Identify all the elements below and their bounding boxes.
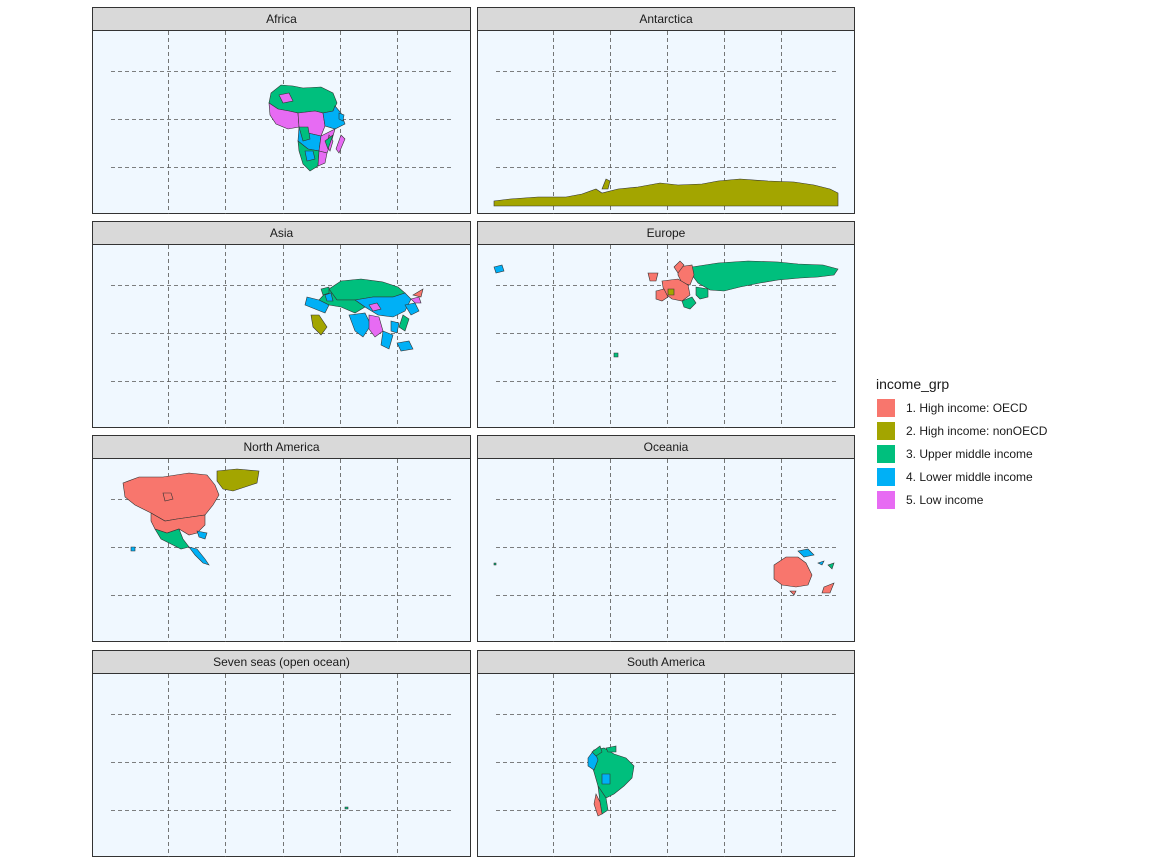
panel-europe: Europe <box>477 221 855 428</box>
panel-title: Oceania <box>477 435 855 459</box>
oceania-landmass <box>493 548 835 596</box>
south-america-landmass <box>587 745 635 817</box>
map-plot <box>477 31 855 214</box>
panel-seven-seas: Seven seas (open ocean) <box>92 650 471 857</box>
panel-title: Antarctica <box>477 7 855 31</box>
panel-title: Seven seas (open ocean) <box>92 650 471 674</box>
legend-item-lower-middle: 4. Lower middle income <box>876 465 1047 488</box>
panel-africa: Africa <box>92 7 471 214</box>
legend-label: 5. Low income <box>906 492 984 507</box>
panel-asia: Asia <box>92 221 471 428</box>
legend-label: 3. Upper middle income <box>906 446 1033 461</box>
graticule <box>496 459 838 642</box>
legend-key <box>876 420 896 441</box>
panel-north-america: North America <box>92 435 471 642</box>
legend-label: 4. Lower middle income <box>906 469 1033 484</box>
legend-label: 1. High income: OECD <box>906 400 1028 415</box>
panel-oceania: Oceania <box>477 435 855 642</box>
asia-landmass <box>304 278 424 352</box>
legend-key <box>876 489 896 510</box>
panel-title: South America <box>477 650 855 674</box>
legend-label: 2. High income: nonOECD <box>906 423 1048 438</box>
graticule <box>111 245 454 428</box>
europe-landmass <box>493 260 839 358</box>
graticule <box>496 31 838 214</box>
map-plot <box>477 674 855 857</box>
africa-landmass <box>268 84 346 172</box>
graticule <box>111 674 454 857</box>
seven-seas-landmass <box>344 806 349 810</box>
map-plot <box>92 459 471 642</box>
map-plot <box>92 674 471 857</box>
map-plot <box>92 245 471 428</box>
panel-south-america: South America <box>477 650 855 857</box>
north-america-landmass <box>122 468 260 566</box>
legend-title: income_grp <box>876 376 950 392</box>
legend-key <box>876 443 896 464</box>
legend-item-oecd: 1. High income: OECD <box>876 396 1047 419</box>
panel-antarctica: Antarctica <box>477 7 855 214</box>
legend-item-upper-middle: 3. Upper middle income <box>876 442 1047 465</box>
map-plot <box>477 245 855 428</box>
map-plot <box>92 31 471 214</box>
legend-key <box>876 397 896 418</box>
map-plot <box>477 459 855 642</box>
graticule <box>496 674 838 857</box>
antarctica-landmass <box>493 178 839 207</box>
panel-title: Africa <box>92 7 471 31</box>
legend-item-nonoecd: 2. High income: nonOECD <box>876 419 1047 442</box>
panel-title: North America <box>92 435 471 459</box>
panel-title: Europe <box>477 221 855 245</box>
legend-key <box>876 466 896 487</box>
legend-item-low: 5. Low income <box>876 488 1047 511</box>
panel-title: Asia <box>92 221 471 245</box>
legend: income_grp 1. High income: OECD 2. High … <box>876 376 1047 511</box>
